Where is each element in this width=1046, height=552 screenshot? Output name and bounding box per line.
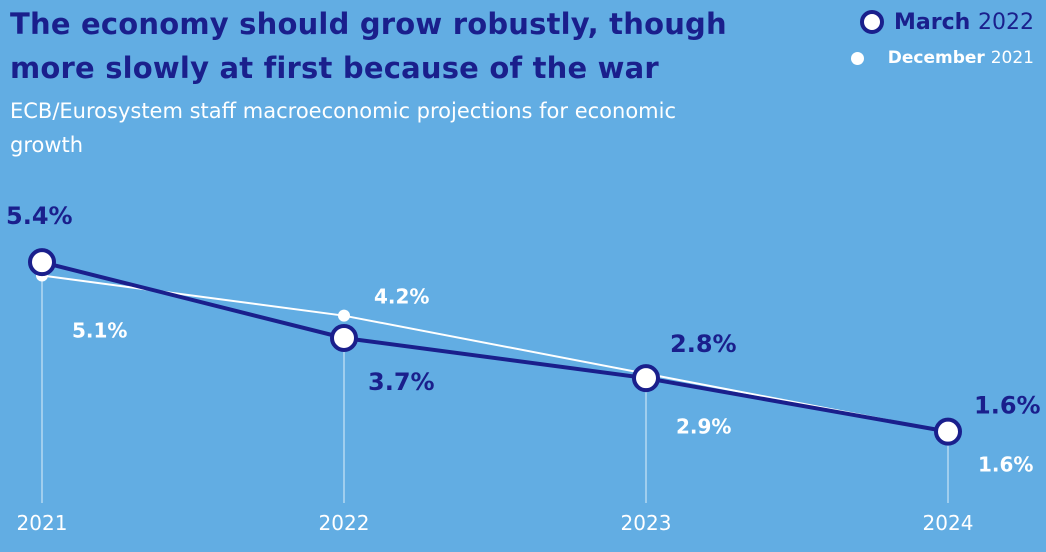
legend-december-year: 2021 bbox=[990, 48, 1034, 68]
x-tick-label-2024: 2024 bbox=[923, 511, 974, 535]
december-point-2022 bbox=[338, 309, 350, 322]
legend-ring-icon bbox=[860, 10, 885, 34]
legend-item-march: March 2022 bbox=[851, 4, 1034, 40]
series-line-december bbox=[41, 274, 949, 433]
march-point-2023 bbox=[632, 364, 660, 393]
march-label-2024: 1.6% bbox=[974, 392, 1041, 420]
march-point-2024 bbox=[934, 417, 962, 446]
december-label-2021: 5.1% bbox=[72, 319, 127, 343]
december-label-2022: 4.2% bbox=[374, 285, 429, 309]
series-line-march bbox=[41, 260, 949, 434]
chart-title: The economy should grow robustly, though… bbox=[10, 7, 727, 85]
legend: March 2022 December 2021 bbox=[850, 4, 1034, 76]
legend-label-march: March 2022 bbox=[894, 10, 1034, 35]
march-label-2022: 3.7% bbox=[368, 368, 435, 396]
march-point-2022 bbox=[330, 323, 358, 352]
legend-march-name: March bbox=[894, 9, 971, 35]
legend-december-name: December bbox=[887, 48, 985, 68]
x-tick-label-2022: 2022 bbox=[319, 511, 370, 535]
march-label-2023: 2.8% bbox=[670, 330, 737, 358]
legend-label-december: December 2021 bbox=[888, 48, 1034, 68]
x-tick-label-2021: 2021 bbox=[17, 511, 68, 535]
december-label-2023: 2.9% bbox=[676, 415, 731, 439]
legend-march-year: 2022 bbox=[978, 9, 1034, 35]
chart-subtitle: ECB/Eurosystem staff macroeconomic proje… bbox=[10, 99, 677, 157]
legend-dot-icon bbox=[850, 51, 864, 65]
march-point-2021 bbox=[28, 248, 56, 277]
x-tick-label-2023: 2023 bbox=[621, 511, 672, 535]
legend-item-december: December 2021 bbox=[850, 40, 1034, 76]
march-label-2021: 5.4% bbox=[6, 202, 73, 230]
december-label-2024: 1.6% bbox=[978, 453, 1033, 477]
